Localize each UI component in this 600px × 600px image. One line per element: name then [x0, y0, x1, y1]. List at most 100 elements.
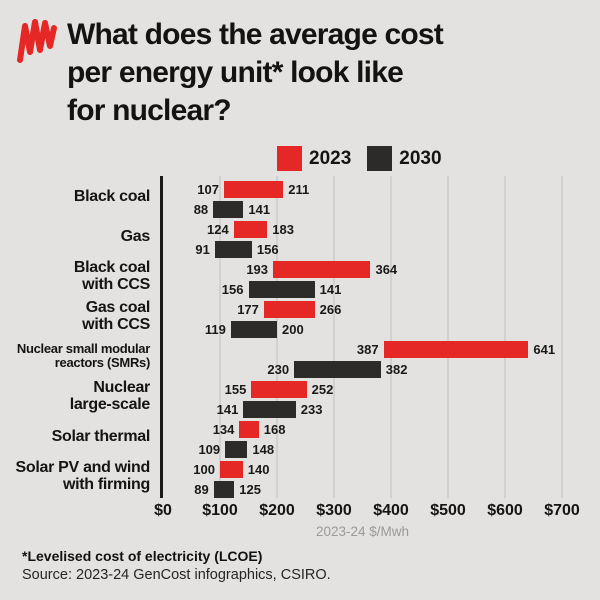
legend-swatch-2023: [277, 146, 302, 171]
bar-end-value: 141: [248, 202, 271, 217]
bar-end-value: 641: [533, 342, 556, 357]
range-bar-2030: [225, 441, 248, 458]
bar-rows: 107 211 88 141 124 183 91 156 193 364 156 141 177 266…: [163, 180, 562, 500]
category-label-line: reactors (SMRs): [54, 355, 151, 370]
range-bar-2030: [294, 361, 381, 378]
bar-start-value: 124: [206, 222, 229, 237]
category-label-line: with CCS: [82, 316, 150, 333]
range-bar-2030: [213, 481, 235, 498]
category-label-line: Nuclear small modular: [16, 341, 150, 356]
x-tick-label: $400: [373, 502, 409, 519]
category-row: 387 641 230 382: [163, 340, 562, 380]
x-tick-label: $600: [487, 502, 523, 519]
bar-line-2023: 124 183: [163, 220, 562, 240]
category-label-column: Black coal Gas Black coal with CCS Gas coal w…: [0, 176, 160, 496]
title-line-1: What does the average cost: [67, 18, 444, 51]
category-label: Gas coal with CCS: [0, 296, 150, 336]
plot-area: 107 211 88 141 124 183 91 156 193 364 156 141 177 266…: [163, 176, 563, 500]
category-label-line: Gas: [120, 227, 151, 245]
bar-line-2030: 230 382: [163, 360, 562, 380]
bar-start-value: 156: [221, 282, 244, 297]
range-bar-2023: [383, 341, 529, 358]
category-label: Solar thermal: [0, 416, 151, 456]
bar-line-2030: 91 156: [163, 240, 562, 260]
bar-line-2030: 109 148: [163, 440, 562, 460]
x-tick-label: $300: [316, 502, 352, 519]
bar-end-value: 211: [288, 182, 310, 197]
legend-swatch-2030: [367, 146, 393, 171]
category-row: 177 266 119 200: [163, 300, 562, 340]
bar-line-2030: 141 233: [163, 400, 562, 420]
bar-end-value: 200: [282, 322, 304, 337]
bar-start-value: 193: [246, 262, 269, 277]
category-label-line: Black coal: [73, 259, 150, 276]
range-bar-2023: [273, 261, 371, 278]
gridline-300: [333, 176, 335, 498]
x-axis-unit-label: 2023-24 $/Mwh: [315, 524, 410, 539]
gridline-500: [447, 176, 449, 498]
bar-end-value: 364: [375, 262, 398, 277]
bar-start-value: 88: [193, 202, 209, 217]
bar-start-value: 119: [204, 322, 226, 337]
bar-end-value: 382: [385, 362, 408, 377]
bar-line-2023: 155 252: [163, 380, 562, 400]
legend-label-2030: 2030: [399, 148, 442, 169]
gridline-200: [276, 176, 278, 498]
category-label-line: large-scale: [69, 396, 151, 413]
x-tick-label: $700: [544, 502, 580, 519]
bar-start-value: 100: [193, 462, 215, 477]
bar-end-value: 233: [300, 402, 323, 417]
y-axis-line: [160, 176, 163, 498]
bar-line-2030: 88 141: [163, 200, 562, 220]
range-bar-2030: [214, 241, 252, 258]
bar-line-2023: 107 211: [163, 180, 562, 200]
x-tick-label: $0: [154, 502, 172, 519]
gridline-600: [504, 176, 506, 498]
bar-end-value: 148: [252, 442, 275, 457]
category-label-line: Black coal: [73, 187, 150, 205]
range-bar-2023: [239, 421, 259, 438]
range-bar-2030: [213, 201, 244, 218]
bar-end-value: 140: [247, 462, 270, 477]
bar-end-value: 156: [256, 242, 279, 257]
bar-line-2030: 156 141: [163, 280, 562, 300]
category-label-line: with firming: [62, 476, 150, 493]
gridline-400: [390, 176, 392, 498]
bar-start-value: 141: [216, 402, 239, 417]
category-label: Gas: [0, 216, 151, 256]
category-row: 134 168 109 148: [163, 420, 562, 460]
bar-end-value: 125: [239, 482, 261, 497]
bar-line-2023: 193 364: [163, 260, 562, 280]
category-row: 107 211 88 141: [163, 180, 562, 220]
legend-item-2023: 2023: [277, 146, 351, 171]
bar-line-2023: 387 641: [163, 340, 562, 360]
legend-item-2030: 2030: [367, 146, 442, 171]
category-label-line: Gas coal: [85, 299, 151, 316]
bar-start-value: 177: [237, 302, 259, 317]
bar-line-2023: 100 140: [163, 460, 562, 480]
range-bar-2023: [263, 301, 315, 318]
title-line-3: for nuclear?: [67, 94, 232, 127]
category-label: Black coal with CCS: [0, 256, 150, 296]
category-row: 193 364 156 141: [163, 260, 562, 300]
range-bar-2023: [223, 181, 284, 198]
chart-legend: 2023 2030: [277, 146, 442, 171]
bar-line-2030: 89 125: [163, 480, 562, 500]
footnote-lcoe: *Levelised cost of electricity (LCOE): [22, 548, 263, 564]
category-row: 155 252 141 233: [163, 380, 562, 420]
range-bar-2023: [233, 221, 268, 238]
x-tick-label: $100: [202, 502, 238, 519]
category-row: 124 183 91 156: [163, 220, 562, 260]
bar-end-value: 183: [272, 222, 294, 237]
bar-start-value: 387: [356, 342, 379, 357]
category-label-line: with CCS: [82, 276, 150, 293]
category-label-line: Solar PV and wind: [15, 459, 151, 476]
range-bar-chart: Black coal Gas Black coal with CCS Gas coal w…: [0, 176, 600, 498]
bar-end-value: 266: [319, 302, 342, 317]
category-label: Nuclear small modular reactors (SMRs): [0, 336, 150, 376]
title-line-2: per energy unit* look like: [67, 56, 404, 89]
bar-line-2030: 119 200: [163, 320, 562, 340]
bar-end-value: 252: [311, 382, 334, 397]
bar-end-value: 141: [319, 282, 342, 297]
